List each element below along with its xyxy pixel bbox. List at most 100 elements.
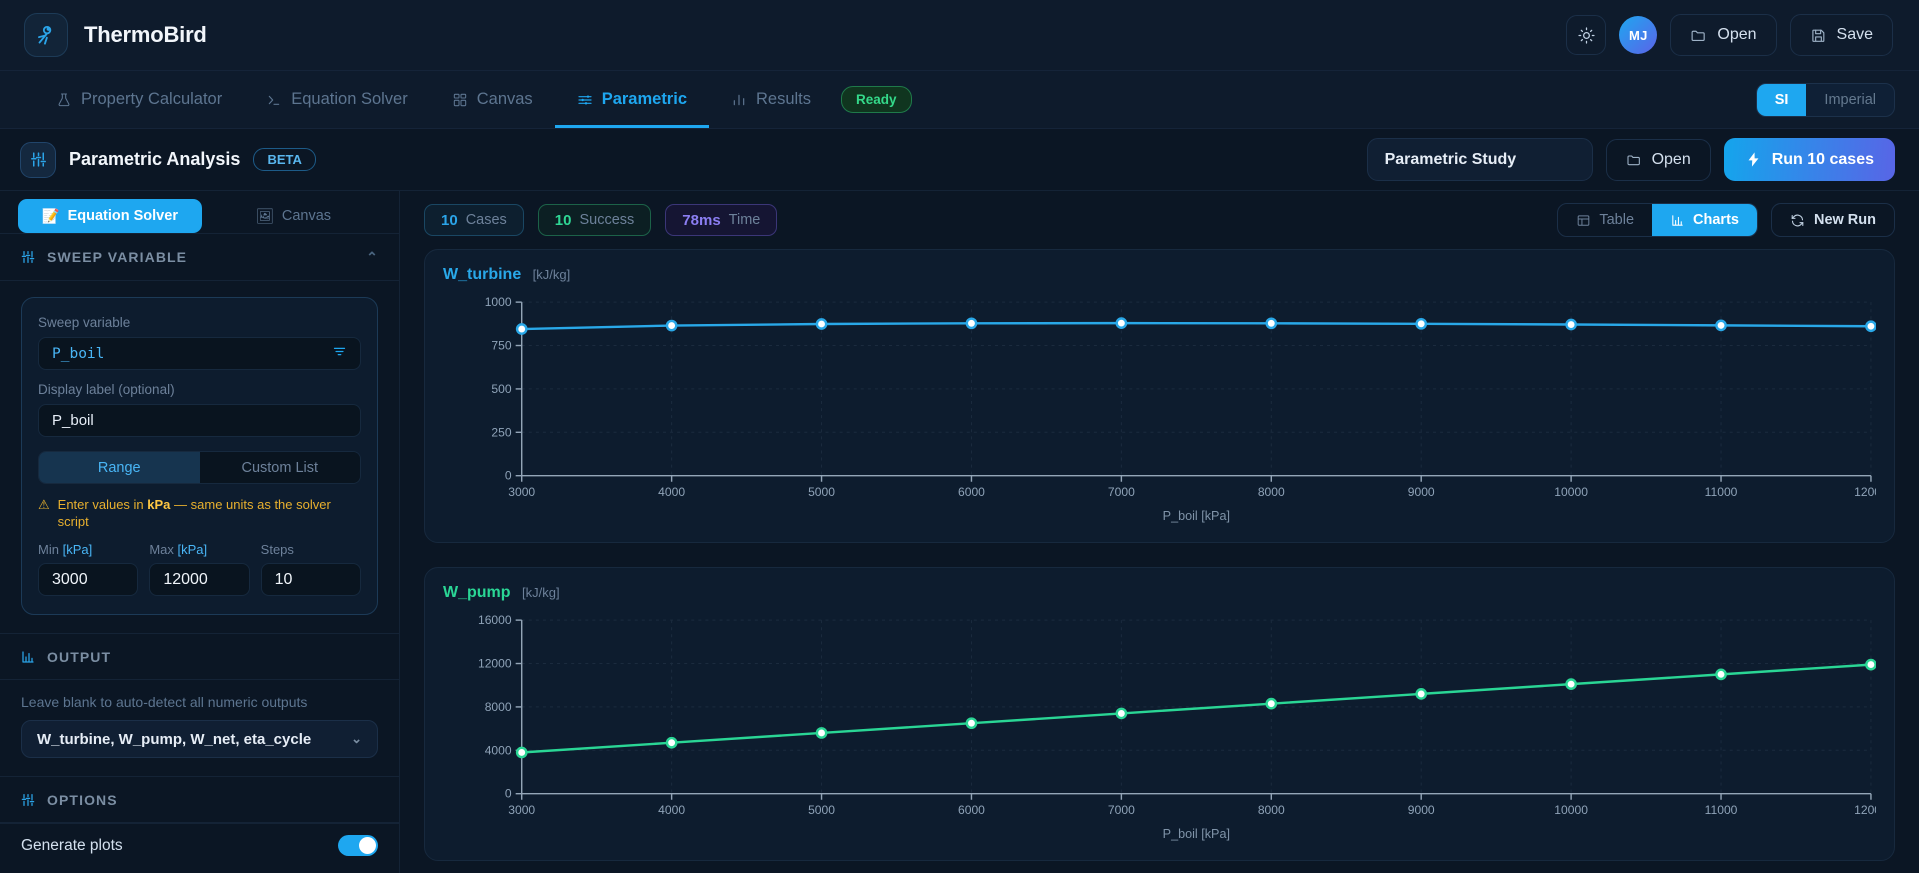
theme-toggle-button[interactable] [1566,15,1607,55]
view-mode-toggle: Table Charts [1557,203,1758,237]
max-label: Max [149,542,174,558]
view-mode-table[interactable]: Table [1558,204,1652,236]
sidebar-source-tabs: 📝 Equation Solver 🖼 Canvas [0,191,399,234]
sidebar-tab-canvas[interactable]: 🖼 Canvas [202,199,386,233]
lightning-icon [1748,152,1759,167]
bar-chart-icon [1672,214,1683,226]
chart-card-w-turbine: W_turbine [kJ/kg] 0 250 500 750 1000 3000 4000… [424,249,1895,544]
sidebar-tab-equation-solver[interactable]: 📝 Equation Solver [18,199,202,233]
stat-time: 78ms Time [665,204,778,236]
document-icon: 📝 [41,208,60,225]
svg-text:250: 250 [491,425,511,439]
chart-card-w-pump: W_pump [kJ/kg] 0 4000 8000 12000 16000 3000 40… [424,567,1895,862]
svg-text:5000: 5000 [808,485,835,499]
min-input[interactable]: 3000 [38,563,139,597]
charts-scroll-area[interactable]: W_turbine [kJ/kg] 0 250 500 750 1000 3000 4000… [400,249,1919,873]
max-label-wrap: Max [kPa] [149,542,249,557]
sweep-mode-toggle: Range Custom List [38,451,361,484]
open-study-button[interactable]: Open [1605,138,1711,181]
sweep-variable-select[interactable]: P_boil [38,337,361,370]
stat-time-value: 78ms [682,211,721,229]
max-unit: [kPa] [177,542,208,558]
sliders-icon [21,793,35,806]
stat-cases-value: 10 [441,211,458,229]
svg-text:P_boil [kPa]: P_boil [kPa] [1163,509,1230,523]
run-cases-label: Run 10 cases [1771,150,1874,168]
folder-icon [1627,154,1640,165]
tab-label: Equation Solver [291,90,408,108]
chart-unit: [kJ/kg] [532,267,571,282]
sweep-mode-range[interactable]: Range [39,452,200,483]
brand: ThermoBird [24,13,207,57]
chevron-up-icon[interactable]: ⌃ [366,248,379,265]
sweep-variable-card: Sweep variable P_boil Display label (opt… [21,297,378,616]
max-input[interactable]: 12000 [149,563,250,597]
svg-text:500: 500 [491,382,511,396]
filter-icon [332,344,347,363]
options-heading: OPTIONS [47,791,118,808]
tab-results[interactable]: Results [709,71,833,128]
chart-title-text: W_pump [443,584,511,602]
output-section-header[interactable]: OUTPUT [0,633,399,681]
options-section-header[interactable]: OPTIONS [0,776,399,824]
unit-imperial-option[interactable]: Imperial [1824,91,1876,108]
svg-text:11000: 11000 [1705,485,1738,499]
sweep-variable-heading: SWEEP VARIABLE [47,249,188,265]
warning-unit: kPa [147,497,171,512]
unit-system-toggle: SI Imperial [1755,82,1895,117]
save-button[interactable]: Save [1789,14,1893,56]
parametric-analysis-icon [20,141,56,178]
folder-icon [1691,30,1706,41]
steps-input[interactable]: 10 [260,563,361,597]
svg-text:5000: 5000 [808,803,835,817]
generate-plots-toggle[interactable] [338,835,378,857]
tab-parametric[interactable]: Parametric [554,71,710,128]
run-cases-button[interactable]: Run 10 cases [1723,138,1895,181]
terminal-icon [269,95,280,105]
min-unit: [kPa] [62,542,93,558]
svg-text:12000: 12000 [1854,485,1876,499]
svg-text:12000: 12000 [1854,803,1876,817]
output-variables-select[interactable]: W_turbine, W_pump, W_net, eta_cycle ⌄ [21,720,378,759]
svg-text:0: 0 [505,787,512,801]
open-button[interactable]: Open [1670,14,1777,56]
chevron-down-icon: ⌄ [351,731,362,747]
svg-text:4000: 4000 [658,485,685,499]
svg-text:3000: 3000 [508,803,535,817]
warning-triangle-icon: ⚠ [38,497,50,512]
svg-text:8000: 8000 [1258,803,1285,817]
stat-cases-label: Cases [465,212,507,228]
sweep-mode-custom-list[interactable]: Custom List [199,452,360,483]
tab-property-calculator[interactable]: Property Calculator [34,71,244,128]
status-badge-ready: Ready [841,86,912,113]
view-mode-charts[interactable]: Charts [1652,204,1757,236]
brand-name: ThermoBird [84,22,207,47]
bar-chart-icon [733,94,745,105]
svg-text:9000: 9000 [1408,803,1435,817]
sliders-icon [578,94,592,105]
sweep-variable-section-header[interactable]: SWEEP VARIABLE ⌃ [0,234,399,281]
svg-text:16000: 16000 [478,613,512,627]
tab-canvas[interactable]: Canvas [430,71,555,128]
user-avatar[interactable]: MJ [1619,16,1658,54]
new-run-button[interactable]: New Run [1770,203,1895,237]
stat-cases: 10 Cases [424,204,524,236]
sun-icon [1578,26,1595,44]
svg-text:6000: 6000 [958,803,985,817]
sweep-variable-value: P_boil [52,345,105,362]
bar-chart-icon [22,651,34,663]
range-inputs: Min [kPa] 3000 Max [kPa] 12000 Steps 10 [38,542,361,597]
tab-equation-solver[interactable]: Equation Solver [244,71,430,128]
svg-text:12000: 12000 [478,657,512,671]
new-run-label: New Run [1813,212,1876,228]
min-label: Min [38,542,59,558]
sidebar: 📝 Equation Solver 🖼 Canvas SWEEP VARIABL… [0,191,400,873]
flask-icon [58,92,70,106]
study-name-input[interactable]: Parametric Study [1366,138,1593,181]
generate-plots-row: Generate plots [0,823,399,867]
body: 📝 Equation Solver 🖼 Canvas SWEEP VARIABL… [0,191,1919,873]
svg-text:1000: 1000 [485,295,512,309]
sweep-variable-label: Sweep variable [38,315,131,330]
display-label-input[interactable]: P_boil [38,404,361,437]
unit-si-option[interactable]: SI [1756,83,1807,116]
